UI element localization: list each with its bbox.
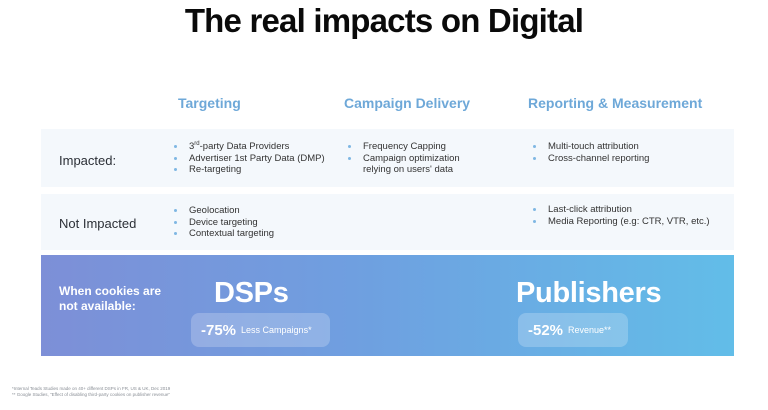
impacted-reporting-list: Multi-touch attribution Cross-channel re… <box>533 141 649 164</box>
impacted-row-label: Impacted: <box>59 153 117 168</box>
publishers-percentage: -52% <box>528 321 564 339</box>
list-item: Multi-touch attribution <box>533 141 649 153</box>
column-header-campaign-delivery: Campaign Delivery <box>344 95 471 111</box>
impacted-targeting-list: 3rd-party Data Providers Advertiser 1st … <box>174 141 325 176</box>
list-item: Media Reporting (e.g: CTR, VTR, etc.) <box>533 216 710 228</box>
not-impacted-targeting-list: Geolocation Device targeting Contextual … <box>174 205 274 240</box>
list-item: Device targeting <box>174 217 274 229</box>
list-item: Advertiser 1st Party Data (DMP) <box>174 153 325 165</box>
list-item: Frequency Capping <box>348 141 463 153</box>
banner-label: When cookies are not available: <box>59 284 162 313</box>
dsps-stat-text: Less Campaigns* <box>241 325 312 335</box>
slide-title: The real impacts on Digital <box>184 2 584 39</box>
impacted-delivery-list: Frequency Capping Campaign optimization … <box>348 141 463 176</box>
publishers-stat-pill: -52% Revenue** <box>518 313 628 347</box>
footnotes: *Internal Teads Studies made on 40+ diff… <box>12 386 170 398</box>
list-item: 3rd-party Data Providers <box>174 141 325 153</box>
list-item: Geolocation <box>174 205 274 217</box>
not-impacted-row-label: Not Impacted <box>59 216 137 231</box>
footnote: *Internal Teads Studies made on 40+ diff… <box>12 386 171 391</box>
publishers-heading: Publishers <box>516 277 662 309</box>
list-item: Cross-channel reporting <box>533 153 649 165</box>
not-impacted-reporting-list: Last-click attribution Media Reporting (… <box>533 204 710 227</box>
list-item: Last-click attribution <box>533 204 710 216</box>
column-header-reporting-measurement: Reporting & Measurement <box>528 95 703 111</box>
column-header-targeting: Targeting <box>178 95 241 111</box>
dsps-stat-pill: -75% Less Campaigns* <box>191 313 330 347</box>
list-item: Campaign optimization relying on users' … <box>348 153 463 176</box>
dsps-percentage: -75% <box>201 321 237 339</box>
publishers-stat-text: Revenue** <box>568 325 612 335</box>
not-impacted-row: Not Impacted Geolocation Device targetin… <box>41 194 734 250</box>
cookies-impact-banner: When cookies are not available: DSPs -75… <box>41 255 734 356</box>
dsps-heading: DSPs <box>214 277 289 309</box>
list-item: Re-targeting <box>174 164 325 176</box>
footnote: ** Google Studies, "Effect of disabling … <box>12 392 170 397</box>
impacted-row: Impacted: 3rd-party Data Providers Adver… <box>41 129 734 187</box>
list-item: Contextual targeting <box>174 228 274 240</box>
